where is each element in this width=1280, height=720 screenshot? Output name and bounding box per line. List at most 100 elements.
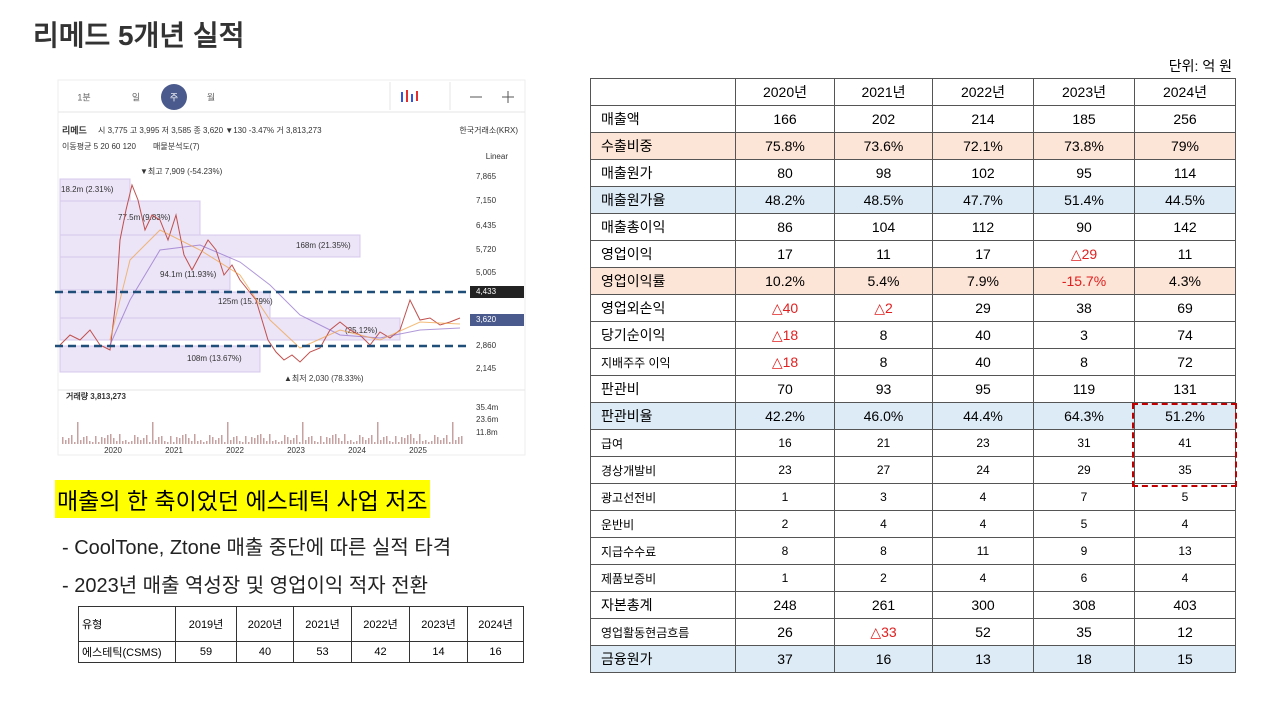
volume-bar-decor [224, 442, 226, 444]
cell: 48.2% [735, 186, 835, 214]
cell: 69 [1134, 294, 1236, 322]
table-row: 당기순이익 △18 8 40 3 74 [590, 321, 1236, 349]
cell: △33 [834, 618, 933, 646]
volume-title: 거래량 3,813,273 [66, 391, 126, 401]
price-label: 5,720 [476, 245, 497, 254]
cell: 185 [1033, 105, 1135, 133]
cell: 72.1% [932, 132, 1034, 160]
header-cell: 2020년 [735, 78, 835, 106]
cell: 17 [932, 240, 1034, 268]
price-tag-label: 3,620 [476, 315, 497, 324]
volume-bar-decor [356, 441, 358, 444]
volume-bar-decor [152, 422, 154, 444]
volume-bar-decor [392, 442, 394, 444]
volume-bar-decor [89, 441, 91, 444]
cell: 31 [1033, 429, 1135, 457]
cell: 37 [735, 645, 835, 673]
volume-bar-decor [95, 436, 97, 444]
cell: 403 [1134, 591, 1236, 619]
price-label: 5,005 [476, 268, 497, 277]
volume-bar-decor [200, 440, 202, 444]
table-row: 매출총이익 86 104 112 90 142 [590, 213, 1236, 241]
volume-bar-decor [170, 436, 172, 444]
cell: 44.5% [1134, 186, 1236, 214]
row-label: 지배주주 이익 [590, 348, 736, 376]
cell: △29 [1033, 240, 1135, 268]
volume-bar-decor [365, 440, 367, 444]
volume-bar-decor [248, 442, 250, 444]
exchange: 한국거래소(KRX) [459, 126, 518, 135]
cell: 8 [834, 321, 933, 349]
row-label: 운반비 [590, 510, 736, 538]
volume-bar-decor [272, 441, 274, 444]
volume-bar-decor [98, 442, 100, 444]
cell: △40 [735, 294, 835, 322]
cell: 16 [467, 641, 524, 663]
volume-bar-decor [458, 437, 460, 444]
indicator: 이동평균 5 20 60 120 [62, 141, 136, 151]
cell: 8 [1033, 348, 1135, 376]
cell: 73.6% [834, 132, 933, 160]
volume-bar-decor [128, 442, 130, 444]
volume-bar-decor [242, 442, 244, 444]
volume-bar-decor [158, 437, 160, 444]
table-row: 영업이익 17 11 17 △29 11 [590, 240, 1236, 268]
row-label: 영업활동현금흐름 [590, 618, 736, 646]
bullet: - CoolTone, Ztone 매출 중단에 따른 실적 타격 [62, 537, 452, 559]
price-label: 2,145 [476, 364, 497, 373]
volume-bar-decor [305, 440, 307, 444]
volume-bar-decor [350, 440, 352, 444]
cell: 11 [932, 537, 1034, 565]
cell: 86 [735, 213, 835, 241]
table-row: 자본총계 248 261 300 308 403 [590, 591, 1236, 619]
cell: -15.7% [1033, 267, 1135, 295]
scale-type: Linear [486, 152, 509, 161]
cell: 에스테틱(CSMS) [78, 641, 176, 663]
tab-active [161, 84, 187, 110]
volume-bar-decor [371, 435, 373, 444]
volume-bar-decor [299, 442, 301, 444]
volume-bar-decor [413, 438, 415, 444]
aesthetic-table: 유형 2019년 2020년 2021년 2022년 2023년 2024년 에스테틱(CSM… [78, 606, 524, 663]
volume-bar-decor [83, 437, 85, 444]
volume-bar-decor [212, 437, 214, 444]
cell: 40 [932, 321, 1034, 349]
volume-bar-decor [236, 436, 238, 444]
cell: 142 [1134, 213, 1236, 241]
cell: 10.2% [735, 267, 835, 295]
cell: 112 [932, 213, 1034, 241]
cell: 35 [1033, 618, 1135, 646]
volume-bar-decor [347, 441, 349, 444]
header-cell: 2023년 [1033, 78, 1135, 106]
cell: 48.5% [834, 186, 933, 214]
volume-bar-decor [428, 442, 430, 444]
volume-bar-decor [194, 434, 196, 444]
annotation: 94.1m (11.93%) [160, 270, 217, 279]
header-cell: 2024년 [467, 606, 524, 642]
cell: 8 [834, 537, 933, 565]
price-tag [470, 314, 524, 326]
volume-bar-decor [167, 442, 169, 444]
header-cell: 2022년 [932, 78, 1034, 106]
volume-bar-decor [149, 442, 151, 444]
volume-bar-decor [344, 434, 346, 444]
volume-bar-decor [446, 435, 448, 444]
volume-bar-decor [440, 440, 442, 444]
data-row: 에스테틱(CSMS) 59 40 53 42 14 16 [78, 641, 524, 663]
header-cell: 유형 [78, 606, 176, 642]
volume-bar-decor [233, 437, 235, 444]
stock-name: 리메드 [62, 124, 88, 135]
volume-bar-decor [188, 438, 190, 444]
cell: 95 [1033, 159, 1135, 187]
toolbar-icons [389, 82, 514, 110]
price-tag-label: 4,433 [476, 287, 497, 296]
cell: 3 [1033, 321, 1135, 349]
volume-bar-decor [65, 440, 67, 444]
volume-bar-decor [419, 434, 421, 444]
annotation: 168m (21.35%) [296, 241, 351, 250]
price-line [59, 183, 461, 363]
table-row: 매출원가 80 98 102 95 114 [590, 159, 1236, 187]
volume-bar-decor [92, 442, 94, 444]
row-label: 영업이익 [590, 240, 736, 268]
volume-bar-decor [314, 441, 316, 444]
